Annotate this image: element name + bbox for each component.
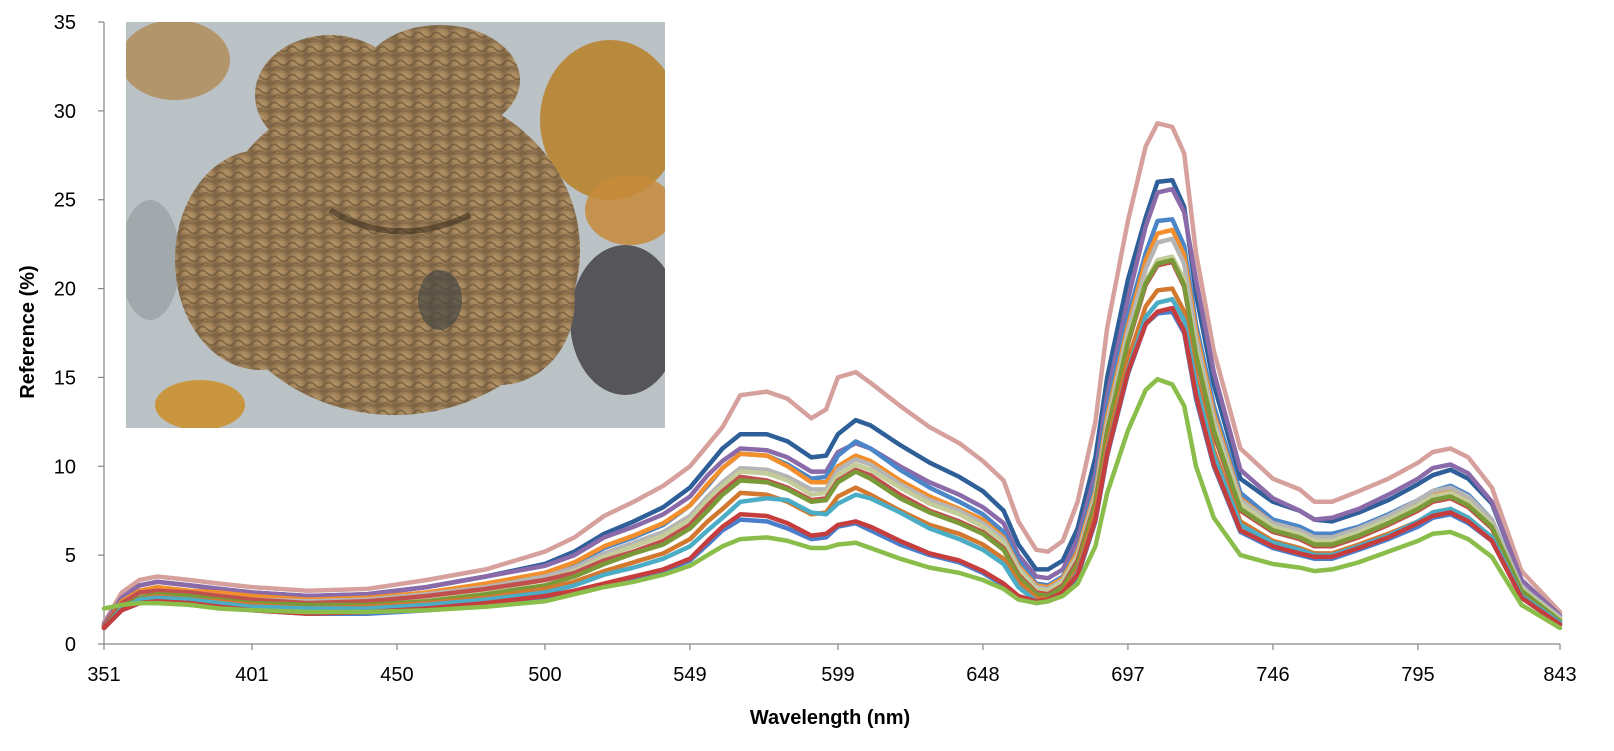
x-tick-label: 697 <box>1111 664 1144 686</box>
coral-photo <box>126 22 665 428</box>
y-tick-label: 15 <box>54 367 76 389</box>
axis-labels: Wavelength (nm) Reference (%) <box>17 265 910 729</box>
y-tick-label: 30 <box>54 101 76 123</box>
x-tick-label: 795 <box>1401 664 1434 686</box>
x-tick-label: 351 <box>87 664 120 686</box>
x-tick-label: 843 <box>1543 664 1576 686</box>
x-tick-label: 648 <box>966 664 999 686</box>
series-lines <box>101 121 1563 631</box>
y-tick-label: 25 <box>54 190 76 212</box>
y-tick-label: 20 <box>54 279 76 301</box>
x-tick-label: 450 <box>380 664 413 686</box>
series-line-13 <box>101 305 1563 631</box>
series-line-3 <box>101 186 1563 627</box>
y-tick-label: 5 <box>65 545 76 567</box>
x-tick-label: 500 <box>528 664 561 686</box>
y-tick-label: 0 <box>65 634 76 656</box>
series-line-9 <box>101 257 1563 631</box>
x-tick-label: 746 <box>1256 664 1289 686</box>
y-tick-label: 10 <box>54 456 76 478</box>
series-line-14 <box>101 376 1563 631</box>
axes: 0 5 10 15 20 25 30 35 351 401 450 500 549 599 648 697 74… <box>54 12 1577 686</box>
x-axis-title: Wavelength (nm) <box>750 707 910 729</box>
y-axis-title: Reference (%) <box>17 265 39 398</box>
x-tick-label: 549 <box>673 664 706 686</box>
series-line-1 <box>101 121 1563 625</box>
y-tick-label: 35 <box>54 12 76 34</box>
x-tick-label: 599 <box>821 664 854 686</box>
x-tick-label: 401 <box>235 664 268 686</box>
